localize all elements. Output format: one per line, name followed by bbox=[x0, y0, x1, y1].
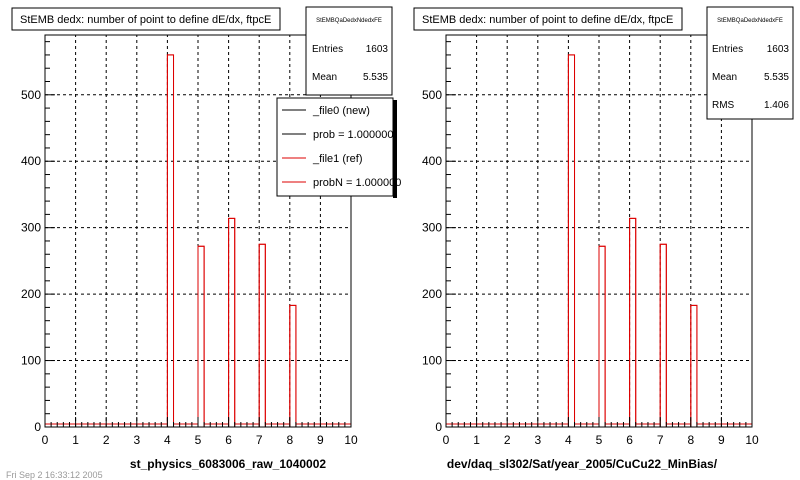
x-tick-label: 2 bbox=[103, 433, 110, 447]
stats-entries-label: Entries bbox=[312, 44, 343, 55]
stats-rms-label: RMS bbox=[712, 100, 735, 111]
legend-entry-new: _file0 (new) bbox=[312, 105, 370, 117]
stats-mean-label: Mean bbox=[712, 72, 737, 83]
y-tick-label: 100 bbox=[21, 354, 41, 368]
legend-shadow bbox=[393, 100, 397, 198]
stats-box: StEMBQaDedxNdedxFE Entries 1603 Mean 5.5… bbox=[305, 6, 393, 96]
y-tick-label: 0 bbox=[435, 420, 442, 434]
stats-rms-value: 1.406 bbox=[764, 100, 789, 111]
y-tick-label: 400 bbox=[21, 154, 41, 168]
legend-entry-probn: probN = 1.000000 bbox=[313, 177, 401, 189]
stats-box: StEMBQaDedxNdedxFE Entries 1603 Mean 5.5… bbox=[706, 6, 794, 120]
x-tick-label: 4 bbox=[164, 433, 171, 447]
histogram-bin bbox=[166, 54, 175, 428]
y-tick-label: 200 bbox=[21, 287, 41, 301]
histogram-bin bbox=[659, 243, 667, 428]
legend-entry-prob: prob = 1.000000 bbox=[313, 129, 393, 141]
x-tick-label: 0 bbox=[42, 433, 49, 447]
left-histogram-pad: StEMB dedx: number of point to define dE… bbox=[6, 6, 401, 480]
x-tick-label: 1 bbox=[72, 433, 79, 447]
x-axis-label: dev/daq_sl302/Sat/year_2005/CuCu22_MinBi… bbox=[447, 457, 718, 471]
y-tick-label: 400 bbox=[422, 154, 442, 168]
y-tick-label: 300 bbox=[21, 221, 41, 235]
x-tick-label: 3 bbox=[133, 433, 140, 447]
x-tick-label: 5 bbox=[195, 433, 202, 447]
chart-title: StEMB dedx: number of point to define dE… bbox=[422, 14, 673, 26]
histogram-bin bbox=[197, 245, 205, 428]
x-tick-label: 5 bbox=[596, 433, 603, 447]
x-tick-label: 1 bbox=[473, 433, 480, 447]
title-box bbox=[413, 7, 683, 31]
chart-title: StEMB dedx: number of point to define dE… bbox=[20, 14, 271, 26]
stats-entries-label: Entries bbox=[712, 44, 743, 55]
stats-histogram-name: StEMBQaDedxNdedxFE bbox=[717, 18, 783, 24]
x-tick-label: 6 bbox=[225, 433, 232, 447]
stats-mean-label: Mean bbox=[312, 72, 337, 83]
stats-entries-value: 1603 bbox=[366, 44, 389, 55]
y-tick-label: 0 bbox=[34, 420, 41, 434]
y-tick-label: 200 bbox=[422, 287, 442, 301]
stats-mean-value: 5.535 bbox=[363, 72, 388, 83]
y-tick-label: 100 bbox=[422, 354, 442, 368]
histogram-bin bbox=[258, 243, 266, 428]
histogram-bin bbox=[289, 304, 297, 428]
x-tick-label: 6 bbox=[626, 433, 633, 447]
histogram-bin bbox=[567, 54, 576, 428]
histogram-bin bbox=[690, 304, 698, 428]
histogram-bin bbox=[598, 245, 606, 428]
stats-mean-value: 5.535 bbox=[764, 72, 789, 83]
legend-box: _file0 (new) prob = 1.000000 _file1 (ref… bbox=[276, 97, 401, 198]
legend-entry-ref: _file1 (ref) bbox=[312, 153, 363, 165]
y-tick-label: 300 bbox=[422, 221, 442, 235]
stats-box-frame bbox=[305, 6, 393, 96]
x-tick-label: 9 bbox=[718, 433, 725, 447]
x-tick-label: 0 bbox=[443, 433, 450, 447]
histogram-bin bbox=[228, 217, 236, 428]
histogram-bin bbox=[629, 217, 637, 428]
title-box bbox=[11, 7, 281, 31]
right-histogram-pad: StEMB dedx: number of point to define dE… bbox=[413, 6, 794, 471]
x-tick-label: 10 bbox=[344, 433, 358, 447]
x-tick-label: 9 bbox=[317, 433, 324, 447]
x-tick-label: 4 bbox=[565, 433, 572, 447]
stats-histogram-name: StEMBQaDedxNdedxFE bbox=[316, 18, 382, 24]
x-tick-label: 2 bbox=[504, 433, 511, 447]
stats-entries-value: 1603 bbox=[767, 44, 790, 55]
stats-box-frame bbox=[706, 6, 794, 120]
x-tick-label: 8 bbox=[687, 433, 694, 447]
x-tick-label: 7 bbox=[256, 433, 263, 447]
footer-timestamp: Fri Sep 2 16:33:12 2005 bbox=[6, 470, 103, 480]
legend-frame bbox=[276, 97, 394, 197]
x-tick-label: 10 bbox=[745, 433, 759, 447]
x-tick-label: 3 bbox=[534, 433, 541, 447]
x-axis-label: st_physics_6083006_raw_1040002 bbox=[130, 457, 326, 471]
x-tick-label: 8 bbox=[286, 433, 293, 447]
y-tick-label: 500 bbox=[422, 88, 442, 102]
x-tick-label: 7 bbox=[657, 433, 664, 447]
y-tick-label: 500 bbox=[21, 88, 41, 102]
